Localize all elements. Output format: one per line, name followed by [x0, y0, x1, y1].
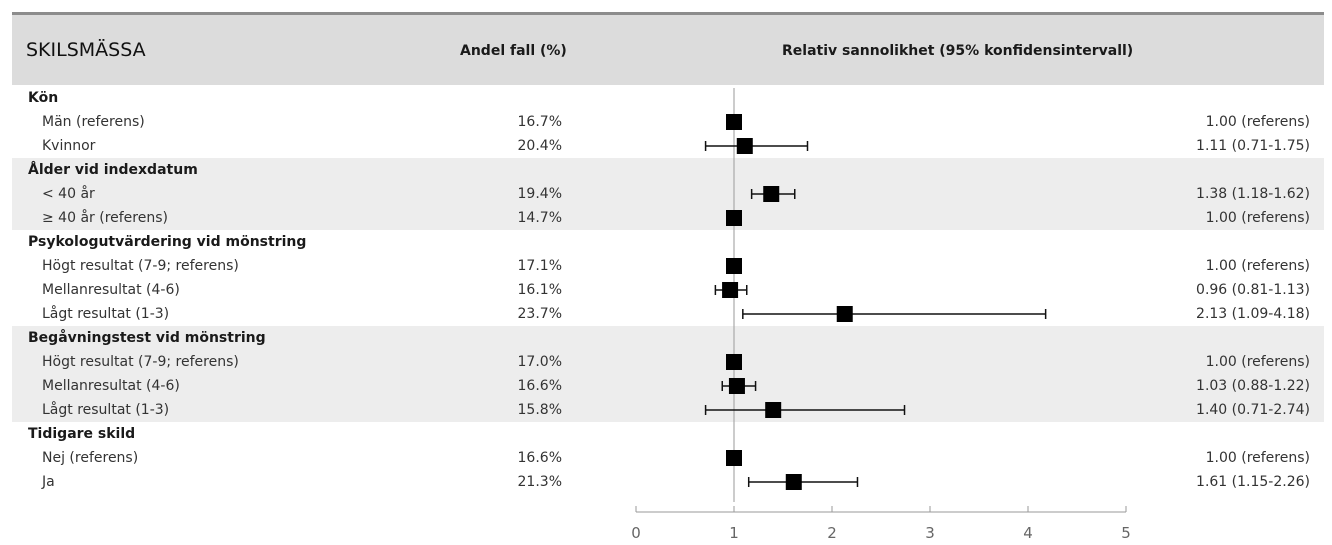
share-value: 19.4% [517, 186, 562, 202]
share-value: 16.1% [517, 282, 562, 298]
share-value: 16.7% [517, 114, 562, 130]
table-row: Högt resultat (7-9; referens) 17.0% 1.00 (… [12, 350, 1324, 374]
relative-risk-value: 1.00 (referens) [1205, 258, 1310, 274]
relative-risk-value: 2.13 (1.09-4.18) [1196, 306, 1310, 322]
estimate-marker [836, 306, 853, 322]
relative-risk-value: 0.96 (0.81-1.13) [1196, 282, 1310, 298]
table-row: Mellanresultat (4-6) 16.6% 1.03 (0.88-1.22… [12, 374, 1324, 398]
table-header: SKILSMÄSSA Andel fall (%) Relativ sannol… [12, 15, 1324, 85]
estimate-marker [726, 114, 742, 130]
section-row: Psykologutvärdering vid mönstring [12, 230, 1324, 254]
share-value: 14.7% [517, 210, 562, 226]
table-row: Ja 21.3% 1.61 (1.15-2.26) [12, 470, 1324, 494]
section-row: Ålder vid indexdatum [12, 158, 1324, 182]
share-value: 23.7% [517, 306, 562, 322]
column-header-relative-risk: Relativ sannolikhet (95% konfidensinterv… [782, 43, 1134, 59]
table-row: Lågt resultat (1-3) 23.7% 2.13 (1.09-4.18) [12, 302, 1324, 326]
share-value: 21.3% [517, 474, 562, 490]
relative-risk-value: 1.11 (0.71-1.75) [1196, 138, 1310, 154]
group-band [12, 158, 1324, 230]
share-value: 17.0% [517, 354, 562, 370]
column-header-share: Andel fall (%) [460, 43, 567, 59]
row-label: Lågt resultat (1-3) [42, 402, 170, 418]
table-row: Nej (referens) 16.6% 1.00 (referens) [12, 446, 1324, 470]
header-top-rule [12, 12, 1324, 15]
table-title: SKILSMÄSSA [26, 39, 146, 61]
share-value: 16.6% [517, 378, 562, 394]
x-tick-label: 3 [925, 524, 935, 542]
table-row: Lågt resultat (1-3) 15.8% 1.40 (0.71-2.74) [12, 398, 1324, 422]
x-tick-label: 2 [827, 524, 837, 542]
section-label: Ålder vid indexdatum [28, 162, 198, 178]
row-label: Män (referens) [42, 114, 145, 130]
share-value: 15.8% [517, 402, 562, 418]
table-row: < 40 år 19.4% 1.38 (1.18-1.62) [12, 182, 1324, 206]
estimate-marker [726, 450, 742, 466]
x-tick-label: 1 [729, 524, 739, 542]
relative-risk-value: 1.00 (referens) [1205, 354, 1310, 370]
relative-risk-value: 1.38 (1.18-1.62) [1196, 186, 1310, 202]
relative-risk-value: 1.00 (referens) [1205, 210, 1310, 226]
section-label: Tidigare skild [28, 426, 136, 442]
estimate-marker [763, 186, 780, 202]
table-row: Högt resultat (7-9; referens) 17.1% 1.00 (… [12, 254, 1324, 278]
row-label: Högt resultat (7-9; referens) [42, 354, 239, 370]
row-label: Ja [42, 474, 55, 490]
section-row: Tidigare skild [12, 422, 1324, 446]
group-band [12, 326, 1324, 422]
estimate-marker [785, 474, 802, 490]
estimate-marker [722, 282, 739, 298]
relative-risk-value: 1.03 (0.88-1.22) [1196, 378, 1310, 394]
row-label: Kvinnor [42, 138, 96, 154]
table-row: ≥ 40 år (referens) 14.7% 1.00 (referens) [12, 206, 1324, 230]
estimate-marker [726, 258, 742, 274]
x-tick-label: 5 [1121, 524, 1131, 542]
estimate-marker [765, 402, 782, 418]
relative-risk-value: 1.61 (1.15-2.26) [1196, 474, 1310, 490]
row-label: ≥ 40 år (referens) [42, 210, 168, 226]
row-label: Lågt resultat (1-3) [42, 306, 170, 322]
share-value: 20.4% [517, 138, 562, 154]
section-label: Begåvningstest vid mönstring [28, 330, 266, 346]
estimate-marker [726, 354, 742, 370]
relative-risk-value: 1.00 (referens) [1205, 450, 1310, 466]
relative-risk-value: 1.00 (referens) [1205, 114, 1310, 130]
table-row: Män (referens) 16.7% 1.00 (referens) [12, 110, 1324, 134]
estimate-marker [736, 138, 753, 154]
section-label: Kön [28, 90, 59, 106]
section-label: Psykologutvärdering vid mönstring [28, 234, 307, 250]
table-row: Mellanresultat (4-6) 16.1% 0.96 (0.81-1.13… [12, 278, 1324, 302]
share-value: 16.6% [517, 450, 562, 466]
section-row: Begåvningstest vid mönstring [12, 326, 1324, 350]
share-value: 17.1% [517, 258, 562, 274]
row-label: Högt resultat (7-9; referens) [42, 258, 239, 274]
x-tick-label: 4 [1023, 524, 1033, 542]
estimate-marker [728, 378, 745, 394]
row-label: Mellanresultat (4-6) [42, 378, 180, 394]
row-label: Mellanresultat (4-6) [42, 282, 180, 298]
row-label: Nej (referens) [42, 450, 139, 466]
x-tick-label: 0 [631, 524, 641, 542]
section-row: Kön [12, 86, 1324, 110]
row-label: < 40 år [42, 186, 95, 202]
estimate-marker [726, 210, 742, 226]
table-row: Kvinnor 20.4% 1.11 (0.71-1.75) [12, 134, 1324, 158]
relative-risk-value: 1.40 (0.71-2.74) [1196, 402, 1310, 418]
